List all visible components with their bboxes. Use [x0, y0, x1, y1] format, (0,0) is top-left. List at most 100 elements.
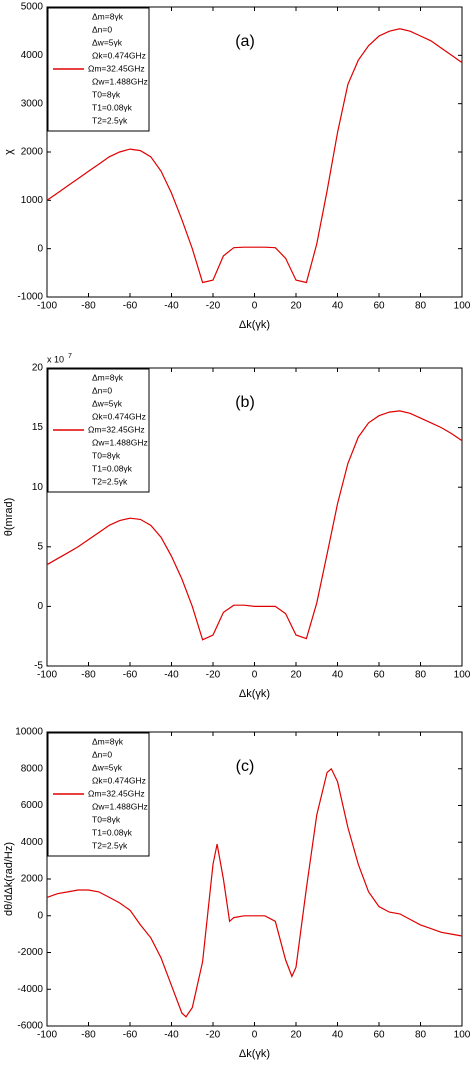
panel-annotation: (c)	[236, 758, 255, 775]
y-tick-label: 0	[37, 243, 43, 254]
y-tick-label: 3000	[21, 98, 44, 109]
x-tick-label: 40	[332, 1030, 344, 1041]
x-tick-label: -100	[37, 670, 57, 681]
x-tick-label: 60	[373, 670, 385, 681]
y-tick-label: 5000	[21, 2, 44, 13]
legend-text: T1=0.08γk	[92, 102, 133, 112]
legend-text: Δw=5γk	[92, 762, 123, 772]
x-tick-label: -40	[164, 1030, 179, 1041]
x-tick-label: -80	[81, 301, 96, 312]
legend-text: Ωw=1.488GHz	[92, 76, 148, 86]
data-line	[46, 410, 463, 641]
legend-text: Δn=0	[92, 24, 112, 34]
x-tick-label: 20	[290, 1030, 302, 1041]
legend-text: Δn=0	[92, 749, 112, 759]
x-tick-label: 0	[252, 1030, 258, 1041]
x-tick-label: 80	[415, 301, 427, 312]
legend-text: Δm=8γk	[92, 736, 124, 746]
panel: -100 -80 -60 -40 -20 0 20 40 60 80 100 -1000 0 1000 20…	[3, 2, 471, 331]
x-tick-label: 0	[252, 301, 258, 312]
y-tick-label: 15	[32, 422, 44, 433]
x-tick-label: -40	[164, 670, 179, 681]
panel: -100 -80 -60 -40 -20 0 20 40 60 80 100 -5 0 5 10 15 20 Δk…	[3, 353, 471, 700]
y-tick-label: -1000	[17, 292, 43, 303]
y-axis-label: χ	[3, 149, 15, 155]
x-tick-label: -60	[123, 1030, 138, 1041]
y-tick-label: 6000	[21, 800, 44, 811]
x-tick-label: -60	[123, 670, 138, 681]
legend-text: T0=8γk	[92, 814, 121, 824]
legend-text: Ωm=32.45GHz	[88, 788, 145, 798]
y-tick-label: -6000	[17, 1021, 43, 1032]
y-axis-label: dθ/dΔk(rad/Hz)	[3, 842, 15, 916]
x-tick-label: 20	[290, 670, 302, 681]
y-tick-label: 8000	[21, 763, 44, 774]
y-tick-label: 5	[37, 541, 43, 552]
y-tick-label: -4000	[17, 984, 43, 995]
legend-text: T2=2.5γk	[92, 476, 128, 486]
legend-text: Δw=5γk	[92, 398, 123, 408]
x-tick-label: 40	[332, 301, 344, 312]
x-tick-label: -20	[206, 301, 221, 312]
x-tick-label: 0	[252, 670, 258, 681]
panel: -100 -80 -60 -40 -20 0 20 40 60 80 100 -6000 -4000 -2…	[3, 727, 471, 1060]
y-tick-label: 10000	[15, 727, 43, 738]
x-tick-label: 40	[332, 670, 344, 681]
x-tick-label: -100	[37, 301, 57, 312]
x-tick-label: -60	[123, 301, 138, 312]
legend-text: T0=8γk	[92, 450, 121, 460]
x-tick-label: 100	[454, 1030, 471, 1041]
x-tick-label: -40	[164, 301, 179, 312]
legend-text: Ωk=0.474GHz	[92, 775, 146, 785]
legend-text: T1=0.08γk	[92, 463, 133, 473]
y-tick-label: 20	[32, 363, 44, 374]
legend-text: Ωk=0.474GHz	[92, 411, 146, 421]
panel-annotation: (a)	[235, 33, 255, 50]
legend-text: Δn=0	[92, 385, 112, 395]
scale-label: x 10	[47, 354, 64, 364]
x-tick-label: 80	[415, 1030, 427, 1041]
legend-text: T2=2.5γk	[92, 840, 128, 850]
y-tick-label: 2000	[21, 874, 44, 885]
y-tick-label: 4000	[21, 837, 44, 848]
y-axis-label: θ(mrad)	[3, 498, 15, 537]
y-tick-label: 4000	[21, 50, 44, 61]
x-axis-label: Δk(γk)	[239, 319, 270, 331]
x-tick-label: -20	[206, 670, 221, 681]
legend-text: Δw=5γk	[92, 37, 123, 47]
scale-power: 7	[68, 353, 72, 360]
x-tick-label: 20	[290, 301, 302, 312]
data-line	[46, 28, 463, 284]
y-tick-label: -5	[34, 661, 43, 672]
legend-text: Ωw=1.488GHz	[92, 437, 148, 447]
legend-text: Δm=8γk	[92, 11, 124, 21]
x-tick-label: -80	[81, 670, 96, 681]
y-tick-label: -2000	[17, 947, 43, 958]
legend-text: Δm=8γk	[92, 372, 124, 382]
y-tick-label: 10	[32, 482, 44, 493]
legend-text: T0=8γk	[92, 89, 121, 99]
y-tick-label: 1000	[21, 195, 44, 206]
x-tick-label: 100	[454, 670, 471, 681]
x-tick-label: 60	[373, 301, 385, 312]
legend-text: T2=2.5γk	[92, 115, 128, 125]
panel-annotation: (b)	[235, 394, 255, 411]
x-tick-label: -100	[37, 1030, 57, 1041]
x-tick-label: 60	[373, 1030, 385, 1041]
x-tick-label: -20	[206, 1030, 221, 1041]
legend-text: Ωm=32.45GHz	[88, 424, 145, 434]
y-tick-label: 2000	[21, 147, 44, 158]
x-axis-label: Δk(γk)	[239, 1048, 270, 1060]
data-line	[46, 767, 463, 1018]
x-tick-label: -80	[81, 1030, 96, 1041]
legend-text: Ωm=32.45GHz	[88, 63, 145, 73]
x-tick-label: 100	[454, 301, 471, 312]
x-axis-label: Δk(γk)	[239, 688, 270, 700]
legend-text: T1=0.08γk	[92, 827, 133, 837]
y-tick-label: 0	[37, 601, 43, 612]
legend-text: Ωk=0.474GHz	[92, 50, 146, 60]
y-tick-label: 0	[37, 910, 43, 921]
legend-text: Ωw=1.488GHz	[92, 801, 148, 811]
